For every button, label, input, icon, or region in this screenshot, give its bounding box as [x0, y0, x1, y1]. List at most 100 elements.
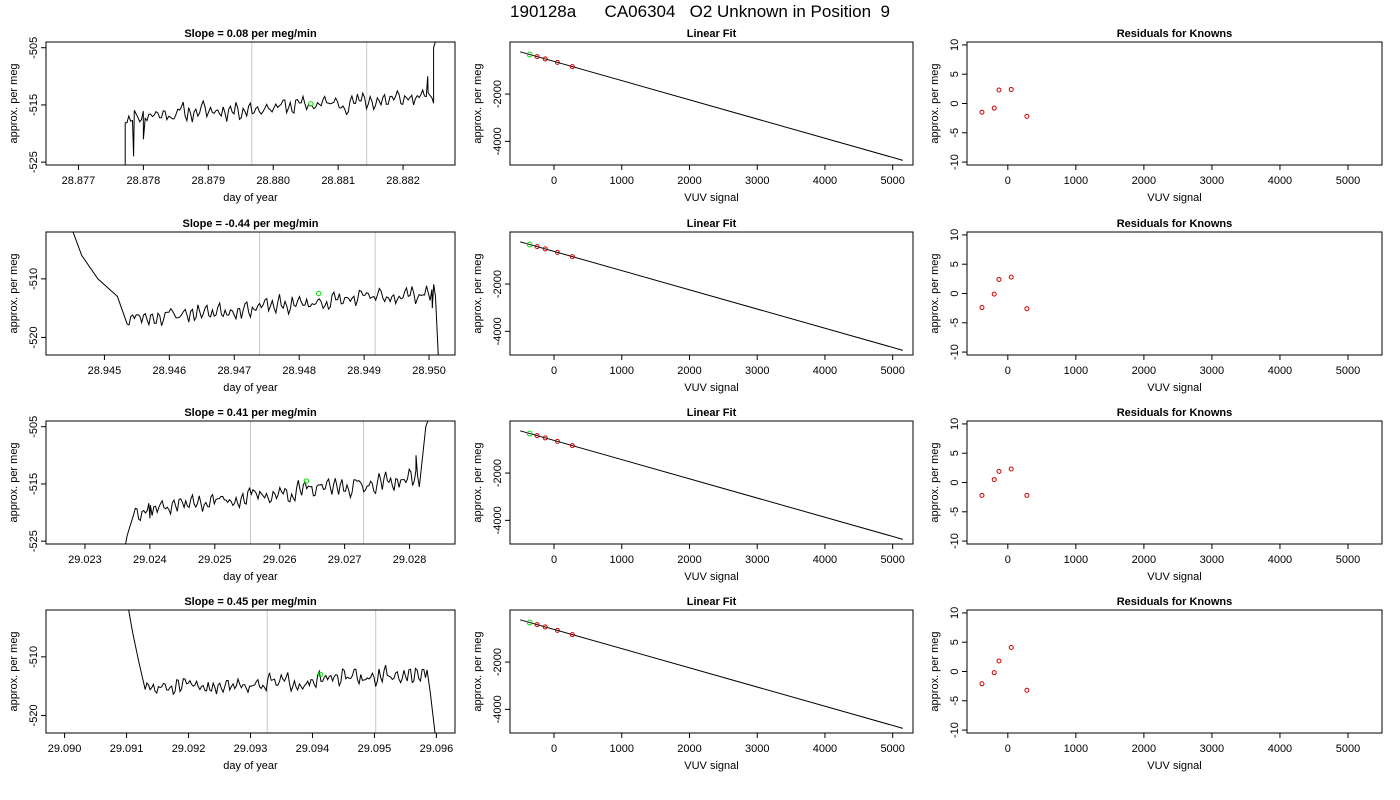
y-tick-label: 0: [949, 668, 961, 674]
y-tick-label: -5: [949, 507, 961, 517]
panel-1-1: Slope = 0.08 per meg/min 28.877 28.878 28.8…: [8, 28, 456, 204]
plot-area: [979, 86, 1030, 119]
panel-4-3: Residuals for Knowns 0 1000 2000 3000 4000 500…: [929, 596, 1383, 772]
plot-area: [979, 466, 1030, 498]
residual-point: [996, 468, 1002, 474]
x-tick-label: 1000: [1064, 743, 1088, 755]
x-tick-label: 28.880: [256, 175, 290, 187]
residual-point: [1008, 644, 1014, 650]
plot-area: [520, 619, 903, 729]
x-tick-label: 0: [551, 743, 557, 755]
panel-1-2: Linear Fit 0 1000 2000 3000 4000 5000 -2000 -400…: [472, 28, 914, 204]
y-tick-label: -520: [28, 326, 40, 348]
y-tick-label: -515: [28, 473, 40, 495]
panel-title: Linear Fit: [687, 407, 737, 419]
residual-point: [1008, 86, 1014, 92]
plot-area: [520, 241, 903, 351]
residual-point: [996, 87, 1002, 93]
x-tick-label: 2000: [1132, 175, 1156, 187]
x-tick-label: 5000: [1336, 554, 1360, 566]
known-point: [542, 435, 548, 441]
x-tick-label: 5000: [1336, 175, 1360, 187]
known-point: [554, 438, 560, 444]
panel-title: Slope = 0.41 per meg/min: [184, 407, 317, 419]
x-tick-label: 29.093: [234, 743, 268, 755]
plot-area: [979, 274, 1030, 312]
x-axis-label: VUV signal: [684, 571, 738, 583]
y-tick-label: -10: [949, 154, 961, 170]
panel-2-3: Residuals for Knowns 0 1000 2000 3000 4000 500…: [929, 218, 1383, 394]
x-tick-label: 1000: [1064, 554, 1088, 566]
x-axis-label: day of year: [223, 192, 278, 204]
x-tick-label: 29.092: [172, 743, 206, 755]
fit-line: [520, 619, 903, 729]
x-axis-label: VUV signal: [1147, 382, 1201, 394]
unknown-point: [526, 430, 533, 437]
x-axis-label: VUV signal: [684, 760, 738, 772]
panel-3-2: Linear Fit 0 1000 2000 3000 4000 5000 -2000 -400…: [472, 407, 914, 583]
residual-point: [991, 477, 997, 483]
y-tick-label: -2000: [492, 270, 504, 298]
y-axis-label: approx. per meg: [472, 631, 484, 711]
known-point: [542, 624, 548, 630]
x-tick-label: 3000: [1200, 365, 1224, 377]
x-tick-label: 3000: [1200, 743, 1224, 755]
x-tick-label: 5000: [1336, 365, 1360, 377]
known-point: [534, 54, 540, 60]
x-tick-label: 4000: [1268, 365, 1292, 377]
panel-title: Residuals for Knowns: [1117, 596, 1233, 608]
x-tick-label: 4000: [1268, 743, 1292, 755]
y-tick-label: -505: [28, 416, 40, 438]
panel-title: Residuals for Knowns: [1117, 218, 1233, 230]
residual-point: [996, 658, 1002, 664]
x-tick-label: 29.027: [328, 554, 362, 566]
known-point: [542, 246, 548, 252]
known-point: [569, 254, 575, 260]
series-line: [124, 42, 436, 165]
x-tick-label: 29.096: [420, 743, 454, 755]
plot-frame: [509, 231, 914, 356]
known-point: [534, 244, 540, 250]
x-tick-label: 29.094: [296, 743, 330, 755]
y-axis-label: approx. per meg: [929, 442, 941, 522]
x-axis-label: VUV signal: [1147, 192, 1201, 204]
y-tick-label: 0: [949, 479, 961, 485]
x-tick-label: 1000: [1064, 365, 1088, 377]
x-tick-label: 5000: [880, 365, 904, 377]
x-axis-label: day of year: [223, 382, 278, 394]
unknown-point: [308, 101, 314, 107]
x-axis-label: day of year: [223, 571, 278, 583]
figure-title: 190128a CA06304 O2 Unknown in Position 9: [510, 2, 890, 21]
y-tick-label: -4000: [492, 695, 504, 723]
x-axis-label: VUV signal: [684, 192, 738, 204]
y-axis-label: approx. per meg: [8, 63, 20, 143]
unknown-point: [315, 290, 322, 297]
known-point: [569, 64, 575, 70]
residual-point: [1024, 113, 1030, 119]
panel-title: Slope = -0.44 per meg/min: [182, 218, 318, 230]
x-tick-label: 2000: [677, 554, 701, 566]
y-axis-label: approx. per meg: [472, 63, 484, 143]
x-tick-label: 28.946: [153, 365, 187, 377]
x-tick-label: 29.091: [110, 743, 144, 755]
x-tick-label: 28.882: [386, 175, 420, 187]
panel-title: Linear Fit: [687, 218, 737, 230]
y-tick-label: 10: [949, 39, 961, 51]
x-tick-label: 28.948: [282, 365, 316, 377]
x-tick-label: 0: [1005, 743, 1011, 755]
residual-point: [979, 305, 985, 311]
y-axis-label: approx. per meg: [929, 253, 941, 333]
fit-line: [520, 241, 903, 351]
known-point: [554, 59, 560, 65]
known-point: [554, 627, 560, 633]
plot-area: [128, 610, 436, 733]
series-line: [128, 610, 436, 733]
x-tick-label: 29.090: [48, 743, 82, 755]
panel-4-2: Linear Fit 0 1000 2000 3000 4000 5000 -2000 -400…: [472, 596, 914, 772]
x-tick-label: 5000: [880, 554, 904, 566]
x-tick-label: 4000: [813, 554, 837, 566]
x-tick-label: 0: [1005, 554, 1011, 566]
residual-point: [991, 670, 997, 676]
x-tick-label: 1000: [610, 175, 634, 187]
x-axis-label: VUV signal: [1147, 571, 1201, 583]
